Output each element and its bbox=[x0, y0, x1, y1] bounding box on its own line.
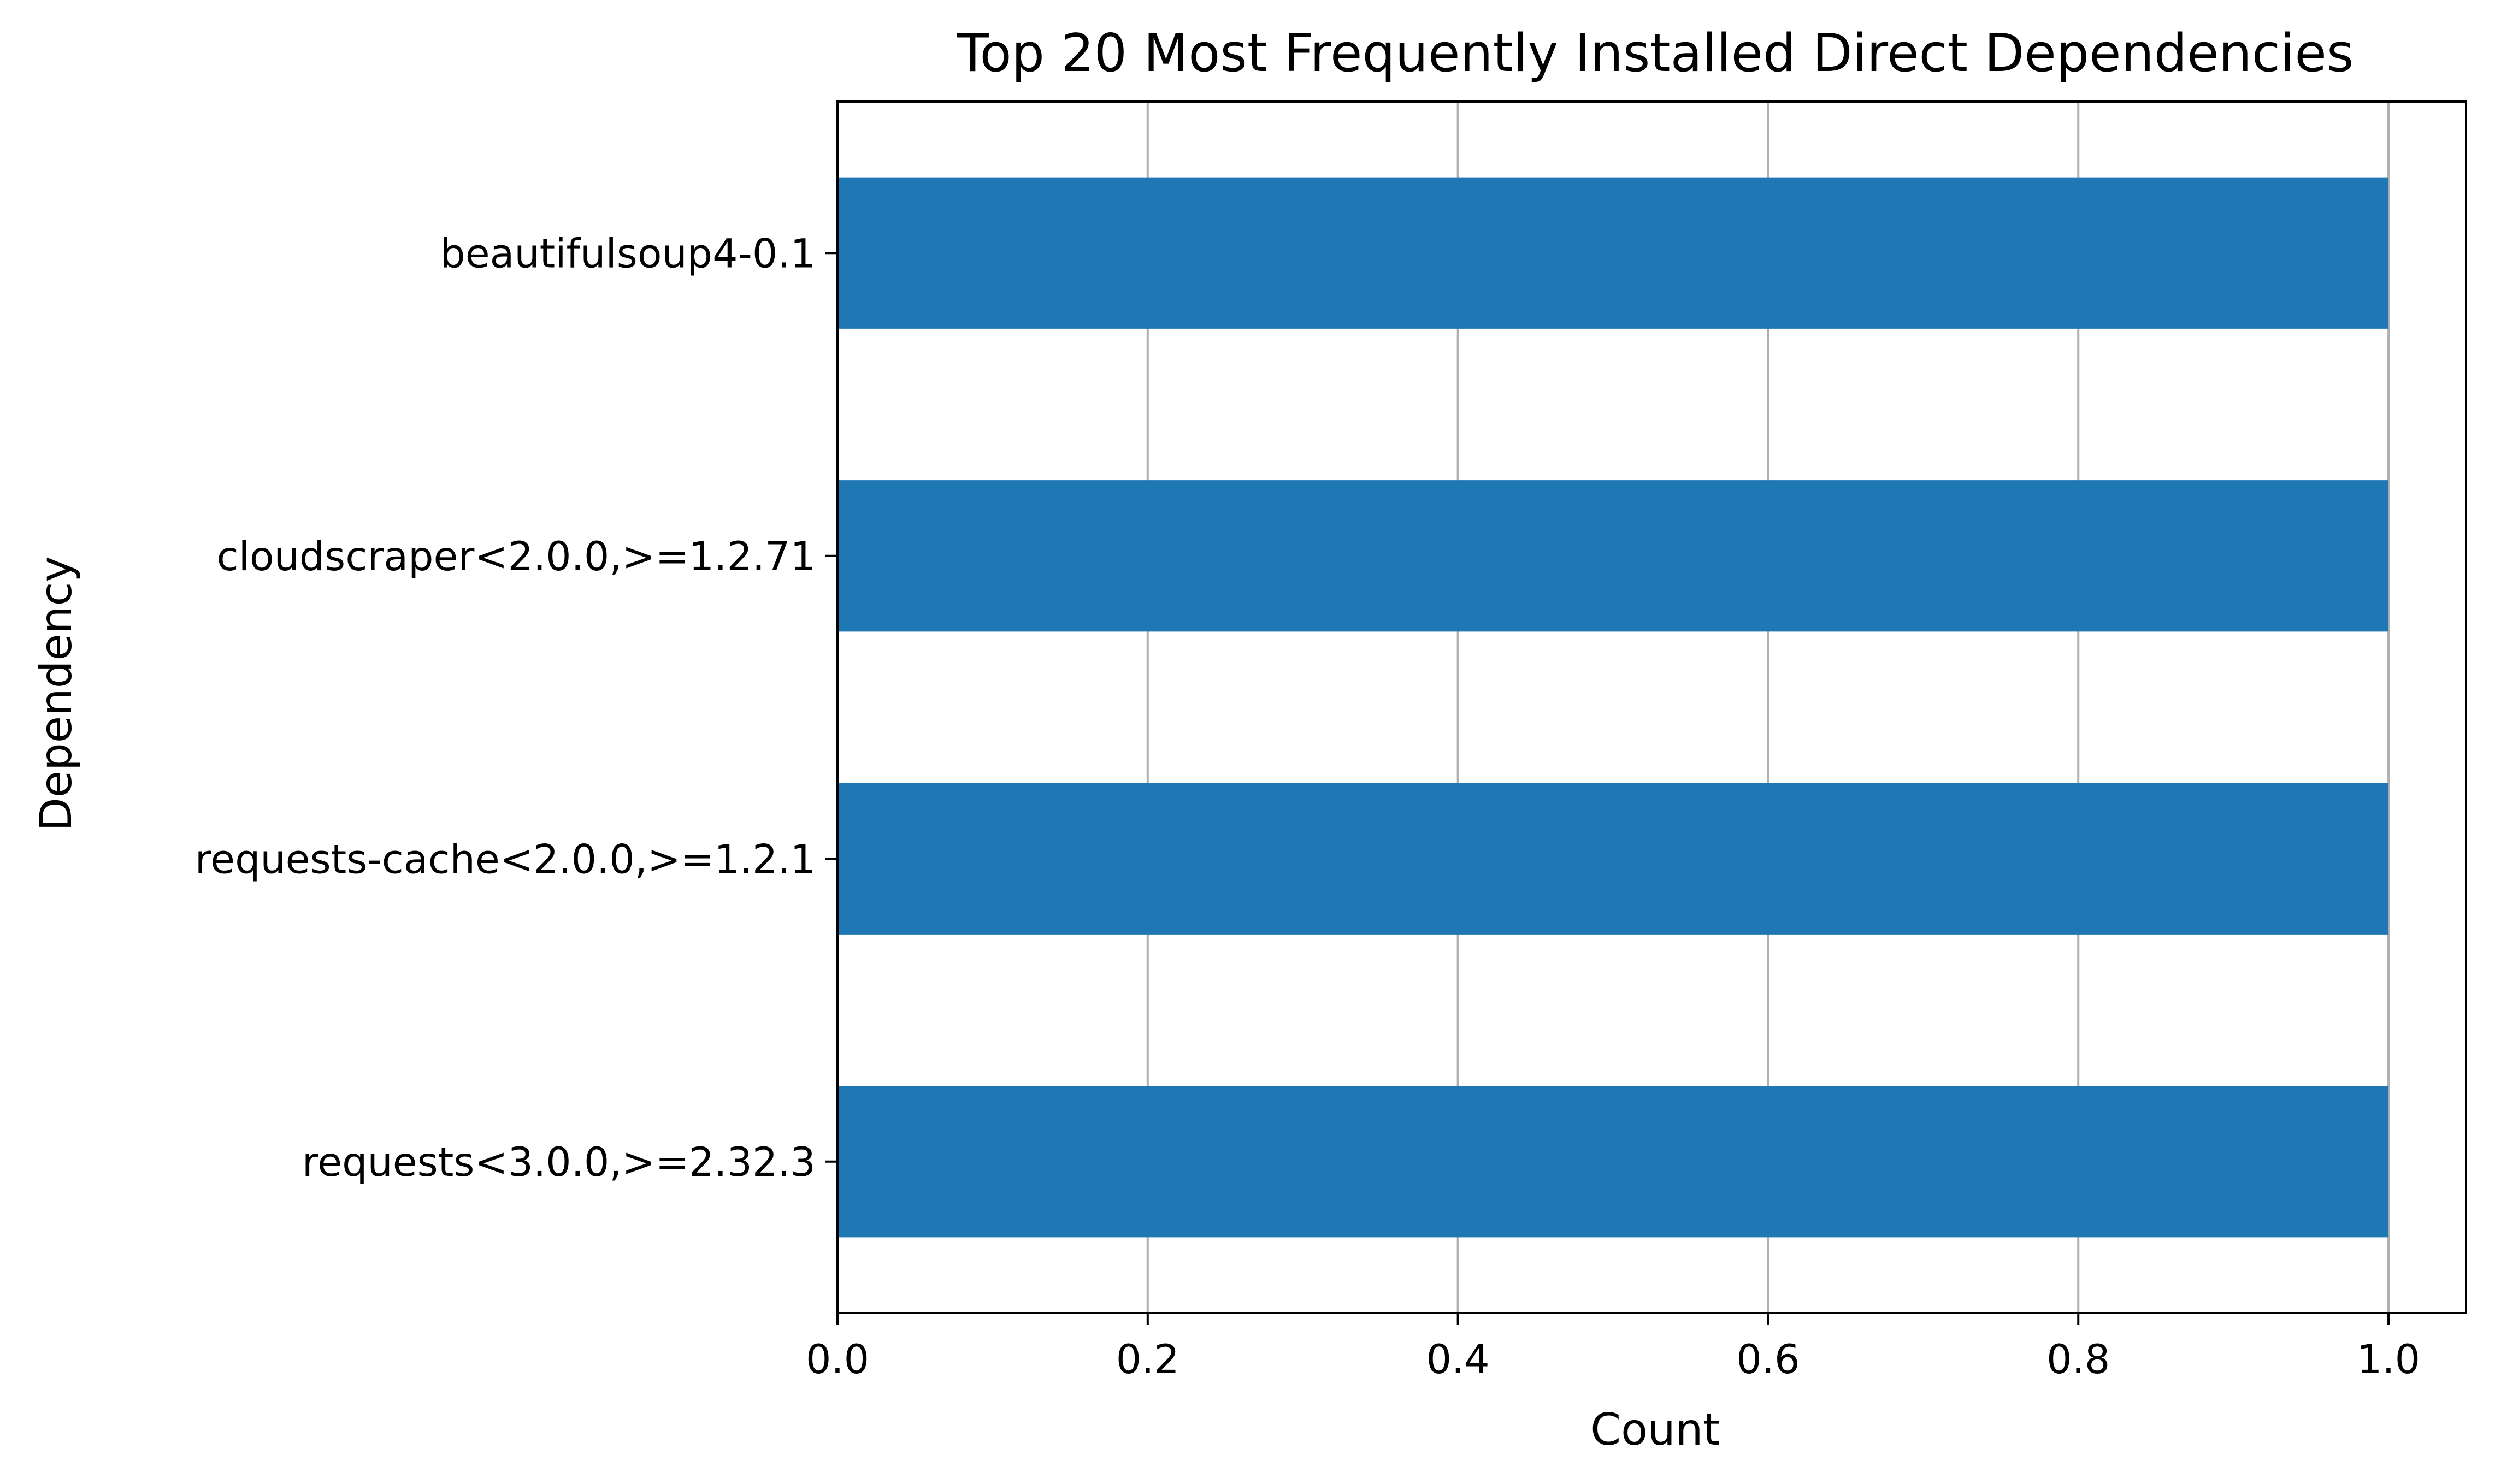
plot-frame bbox=[836, 100, 2467, 1314]
y-axis-ticks: beautifulsoup4-0.1 cloudscraper<2.0.0,>=1… bbox=[195, 230, 837, 1186]
x-tick-label: 1.0 bbox=[2357, 1337, 2420, 1383]
x-tick-label: 0.8 bbox=[2046, 1337, 2110, 1383]
x-tick-label: 0.2 bbox=[1116, 1337, 1179, 1383]
x-axis-ticks: 0.0 0.2 0.4 0.6 0.8 1.0 bbox=[806, 1313, 2420, 1383]
bar bbox=[837, 783, 2389, 935]
bar bbox=[837, 177, 2389, 329]
x-tick-label: 0.0 bbox=[806, 1337, 869, 1383]
x-tick-label: 0.4 bbox=[1426, 1337, 1490, 1383]
y-tick-label: cloudscraper<2.0.0,>=1.2.71 bbox=[217, 534, 816, 580]
y-tick-label: requests-cache<2.0.0,>=1.2.1 bbox=[195, 836, 816, 883]
y-tick-label: requests<3.0.0,>=2.32.3 bbox=[302, 1139, 816, 1186]
bars bbox=[837, 177, 2389, 1238]
chart-title: Top 20 Most Frequently Installed Direct … bbox=[957, 23, 2354, 84]
bar bbox=[837, 480, 2389, 632]
y-axis-label: Dependency bbox=[31, 556, 81, 831]
x-tick-label: 0.6 bbox=[1736, 1337, 1800, 1383]
x-axis-label: Count bbox=[1590, 1404, 1720, 1455]
bar bbox=[837, 1086, 2389, 1238]
y-tick-label: beautifulsoup4-0.1 bbox=[440, 230, 816, 277]
axes bbox=[836, 100, 2467, 1314]
